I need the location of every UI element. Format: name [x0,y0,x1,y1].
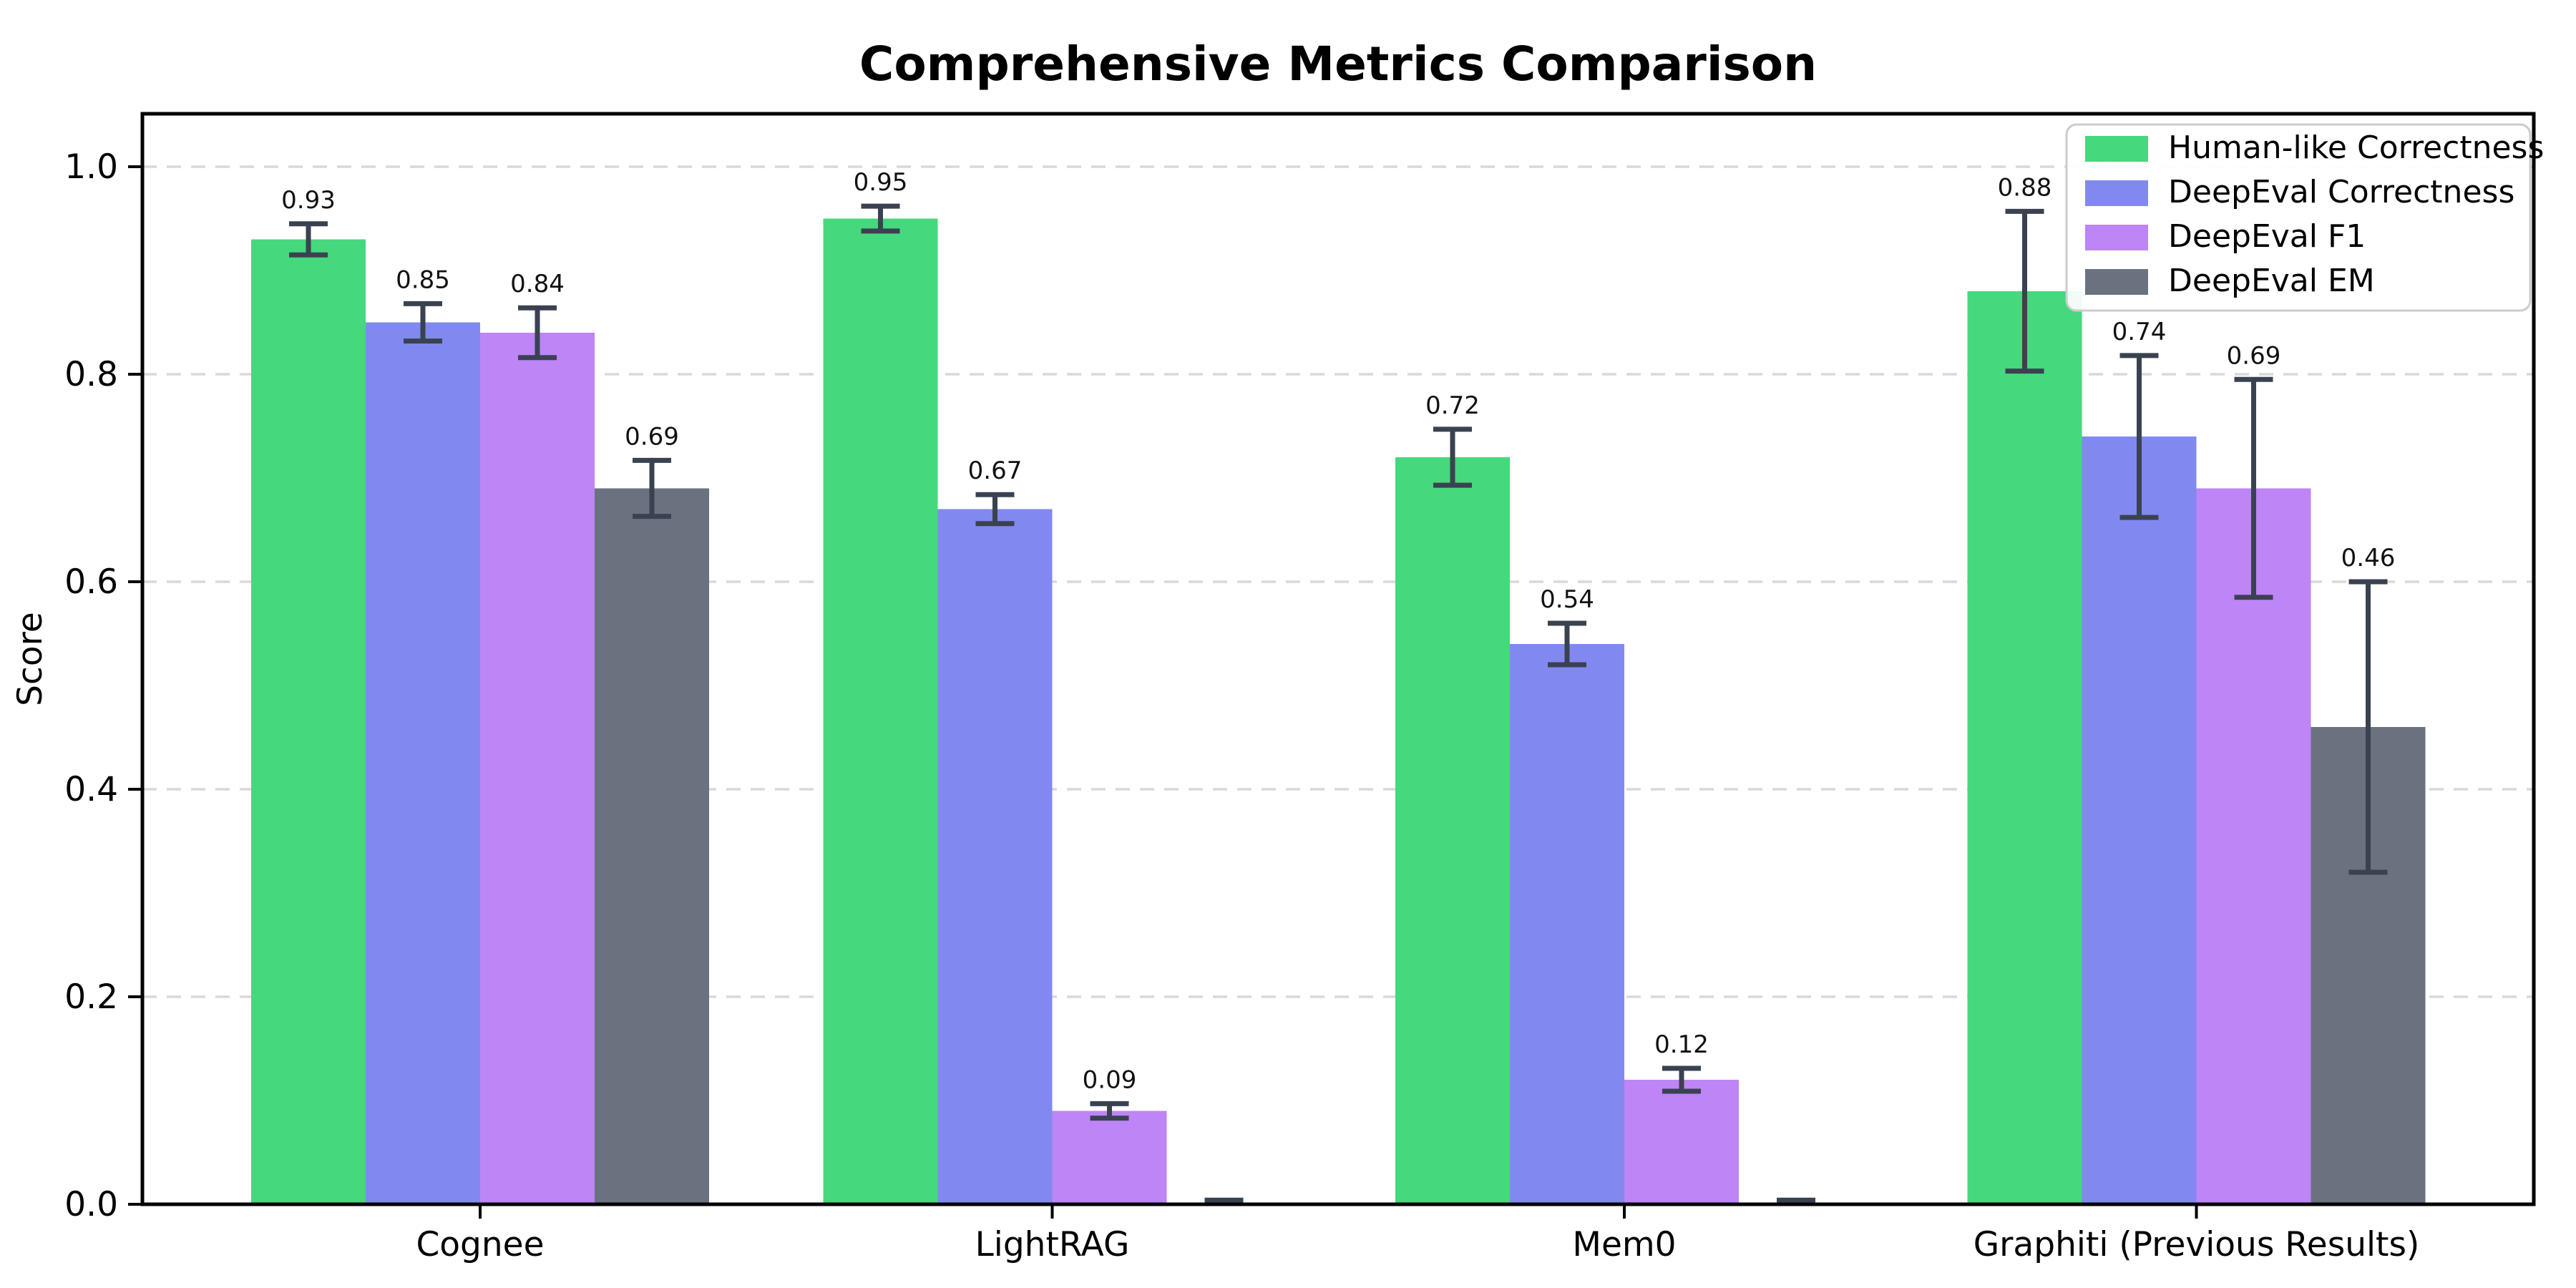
bar-human-like-correctness-0 [251,239,366,1204]
x-tick-label: LightRAG [975,1225,1130,1264]
legend-label: DeepEval F1 [2168,218,2366,255]
value-label: 0.69 [625,422,679,451]
bar-human-like-correctness-1 [823,218,938,1204]
value-label: 0.54 [1540,585,1594,614]
value-label: 0.74 [2112,318,2167,346]
bar-deepeval-f1-0 [480,333,595,1204]
y-tick-label: 0.0 [64,1185,118,1224]
value-label: 0.88 [1998,173,2052,202]
bar-deepeval-correctness-1 [937,509,1053,1204]
y-axis-label: Score [11,612,50,706]
value-label: 0.72 [1425,391,1480,420]
plot-border [140,112,2536,1206]
value-label: 0.84 [510,270,565,298]
x-tick-label: Graphiti (Previous Results) [1974,1225,2420,1264]
value-label: 0.93 [281,186,336,215]
bar-deepeval-f1-2 [1624,1080,1739,1204]
legend: Human-like Correctness DeepEval Correctne… [2065,123,2544,312]
legend-swatch [2085,225,2148,250]
bar-human-like-correctness-2 [1395,457,1510,1204]
value-label: 0.67 [968,457,1023,485]
legend-label: DeepEval Correctness [2168,174,2514,210]
y-tick-label: 0.4 [64,770,118,809]
value-label: 0.69 [2227,341,2281,370]
bar-deepeval-correctness-2 [1510,644,1624,1204]
value-label: 0.12 [1654,1030,1709,1059]
bar-deepeval-em-0 [595,488,709,1204]
x-tick-label: Cognee [416,1225,544,1264]
chart-title: Comprehensive Metrics Comparison [859,36,1817,92]
value-label: 0.95 [854,168,908,197]
y-tick-label: 0.8 [64,355,118,394]
legend-box [2065,123,2532,312]
bar-human-like-correctness-3 [1967,291,2082,1204]
value-label: 0.09 [1083,1065,1137,1094]
legend-swatch [2085,180,2148,206]
value-label: 0.85 [396,265,450,294]
y-tick-label: 0.2 [64,977,118,1017]
y-tick-label: 0.6 [64,562,118,602]
value-label: 0.46 [2341,544,2396,572]
bar-deepeval-correctness-3 [2082,436,2197,1204]
legend-label: Human-like Correctness [2168,130,2544,166]
bar-deepeval-f1-3 [2196,488,2311,1204]
bar-deepeval-correctness-0 [366,322,480,1204]
legend-swatch [2085,136,2148,162]
legend-swatch [2085,269,2148,295]
bar-deepeval-f1-1 [1052,1111,1167,1204]
y-tick-label: 1.0 [64,147,118,187]
x-tick-label: Mem0 [1572,1225,1676,1264]
legend-label: DeepEval EM [2168,263,2375,299]
